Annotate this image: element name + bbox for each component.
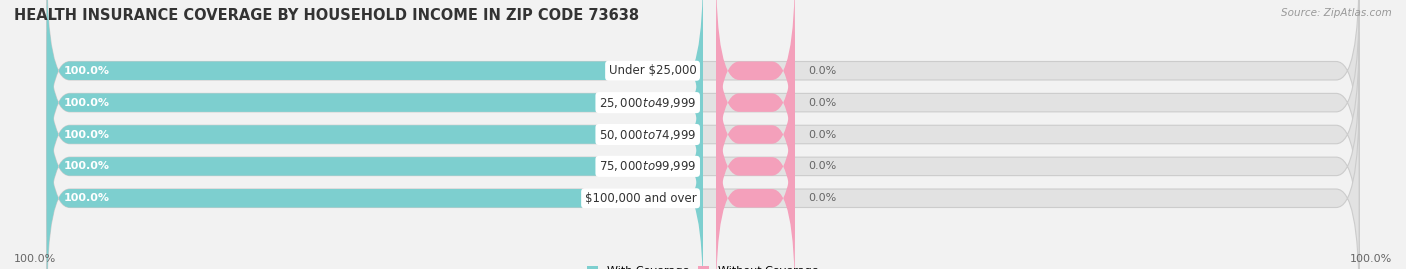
FancyBboxPatch shape — [716, 96, 794, 269]
Text: $50,000 to $74,999: $50,000 to $74,999 — [599, 128, 696, 141]
Text: 100.0%: 100.0% — [63, 129, 110, 140]
Text: 100.0%: 100.0% — [63, 66, 110, 76]
FancyBboxPatch shape — [46, 64, 703, 269]
FancyBboxPatch shape — [716, 32, 794, 237]
FancyBboxPatch shape — [46, 32, 1360, 237]
Text: $75,000 to $99,999: $75,000 to $99,999 — [599, 159, 696, 174]
FancyBboxPatch shape — [46, 0, 1360, 205]
Text: 100.0%: 100.0% — [63, 98, 110, 108]
FancyBboxPatch shape — [46, 64, 1360, 269]
Text: Source: ZipAtlas.com: Source: ZipAtlas.com — [1281, 8, 1392, 18]
FancyBboxPatch shape — [716, 0, 794, 173]
Text: 0.0%: 0.0% — [808, 129, 837, 140]
Text: 100.0%: 100.0% — [63, 161, 110, 171]
FancyBboxPatch shape — [716, 0, 794, 205]
Text: 100.0%: 100.0% — [63, 193, 110, 203]
Legend: With Coverage, Without Coverage: With Coverage, Without Coverage — [582, 261, 824, 269]
FancyBboxPatch shape — [46, 32, 703, 237]
FancyBboxPatch shape — [46, 0, 703, 205]
FancyBboxPatch shape — [46, 0, 1360, 173]
Text: 0.0%: 0.0% — [808, 161, 837, 171]
Text: 100.0%: 100.0% — [14, 254, 56, 264]
FancyBboxPatch shape — [46, 0, 703, 173]
Text: $100,000 and over: $100,000 and over — [585, 192, 696, 205]
Text: Under $25,000: Under $25,000 — [609, 64, 696, 77]
Text: 100.0%: 100.0% — [1350, 254, 1392, 264]
Text: $25,000 to $49,999: $25,000 to $49,999 — [599, 95, 696, 110]
Text: 0.0%: 0.0% — [808, 66, 837, 76]
FancyBboxPatch shape — [46, 96, 1360, 269]
Text: 0.0%: 0.0% — [808, 193, 837, 203]
Text: 0.0%: 0.0% — [808, 98, 837, 108]
FancyBboxPatch shape — [716, 64, 794, 269]
Text: HEALTH INSURANCE COVERAGE BY HOUSEHOLD INCOME IN ZIP CODE 73638: HEALTH INSURANCE COVERAGE BY HOUSEHOLD I… — [14, 8, 640, 23]
FancyBboxPatch shape — [46, 96, 703, 269]
